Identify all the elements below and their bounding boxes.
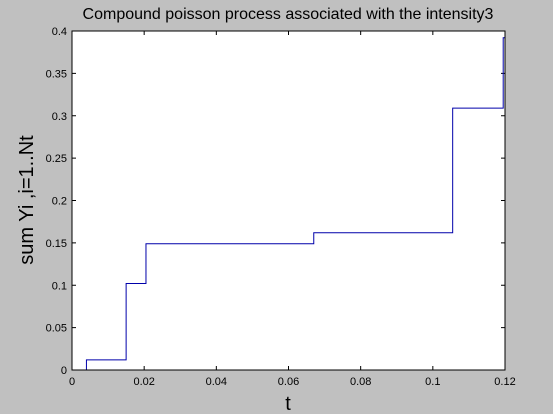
y-tick-label: 0.05 (46, 323, 67, 335)
y-tick-labels: 0 0.05 0.1 0.15 0.2 0.25 0.3 0.35 0.4 (46, 26, 67, 377)
axes-background (72, 31, 505, 370)
x-tick-labels: 0 0.02 0.04 0.06 0.08 0.1 0.12 (69, 376, 516, 388)
y-tick-label: 0.15 (46, 238, 67, 250)
x-tick-label: 0.12 (494, 376, 515, 388)
y-tick-label: 0.3 (52, 111, 67, 123)
x-tick-label: 0.1 (425, 376, 440, 388)
y-tick-label: 0.25 (46, 153, 67, 165)
y-tick-label: 0.1 (52, 280, 67, 292)
x-tick-label: 0.08 (350, 376, 371, 388)
x-tick-label: 0.02 (133, 376, 154, 388)
x-axis-label: t (285, 393, 291, 414)
y-axis-label: sum Yi ,i=1..Nt (16, 135, 38, 265)
axes-frame (71, 30, 506, 371)
x-tick-label: 0 (69, 376, 75, 388)
x-tick-label: 0.06 (278, 376, 299, 388)
y-tick-label: 0.35 (46, 68, 67, 80)
y-tick-label: 0 (61, 365, 67, 377)
x-tick-label: 0.04 (206, 376, 227, 388)
y-tick-label: 0.4 (52, 26, 67, 38)
series-line (72, 37, 505, 371)
y-tick-label: 0.2 (52, 196, 67, 208)
chart-title: Compound poisson process associated with… (83, 6, 494, 23)
